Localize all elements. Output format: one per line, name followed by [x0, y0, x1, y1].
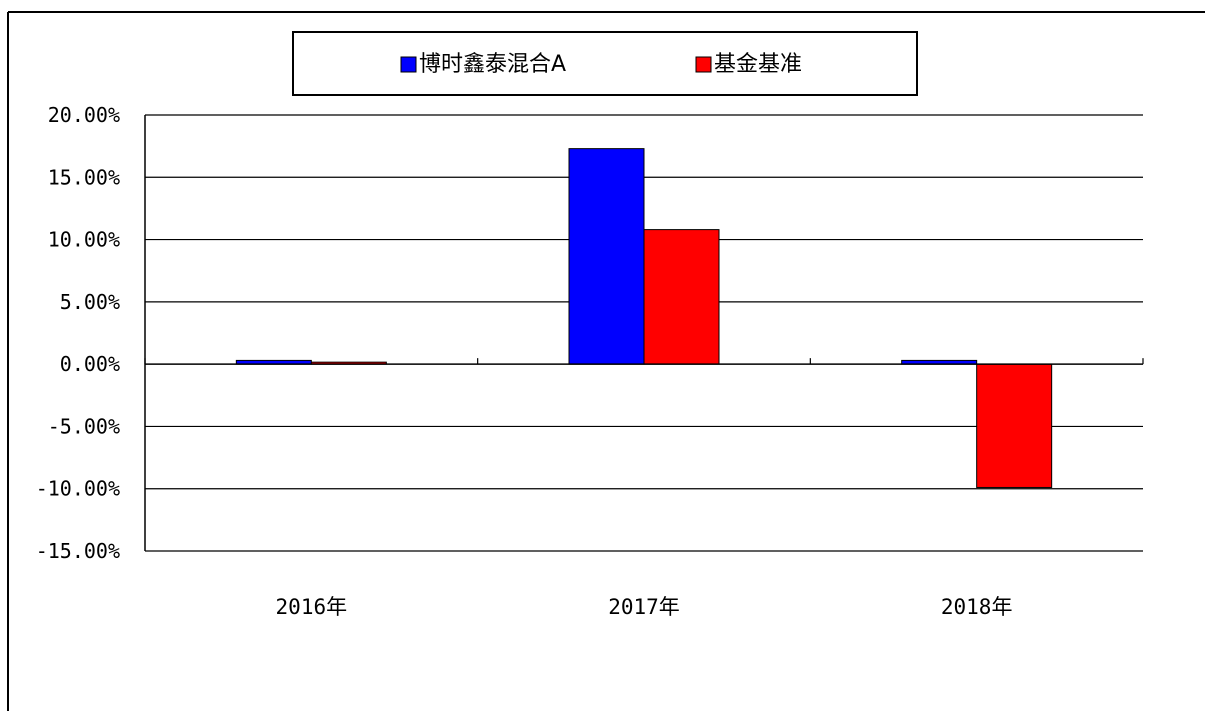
legend-label-series-2: 基金基准 — [714, 52, 802, 77]
y-tick-label: 15.00% — [48, 165, 120, 189]
bar-2-3 — [976, 363, 1053, 488]
x-category-label: 2016年 — [276, 595, 348, 619]
legend: 博时鑫泰混合A 基金基准 — [292, 31, 918, 96]
y-tick-label: 10.00% — [48, 228, 120, 252]
legend-swatch-series-2 — [695, 56, 712, 73]
y-tick-label: -5.00% — [48, 414, 120, 438]
x-category-label: 2017年 — [608, 595, 680, 619]
y-tick-label: 5.00% — [60, 290, 120, 314]
y-tick-label: 0.00% — [60, 352, 120, 376]
y-tick-label: -10.00% — [36, 477, 120, 501]
plot-area: 20.00% 15.00% 10.00% 5.00% 0.00% -5.00% -10.00… — [36, 103, 1144, 619]
y-tick-label: -15.00% — [36, 539, 120, 563]
legend-swatch-series-1 — [400, 56, 417, 73]
x-category-label: 2018年 — [941, 595, 1013, 619]
bar-1-2 — [568, 148, 645, 365]
legend-label-series-1: 博时鑫泰混合A — [419, 52, 566, 77]
legend-box — [292, 31, 918, 96]
y-tick-label: 20.00% — [48, 103, 120, 127]
bar-2-2 — [643, 229, 720, 365]
